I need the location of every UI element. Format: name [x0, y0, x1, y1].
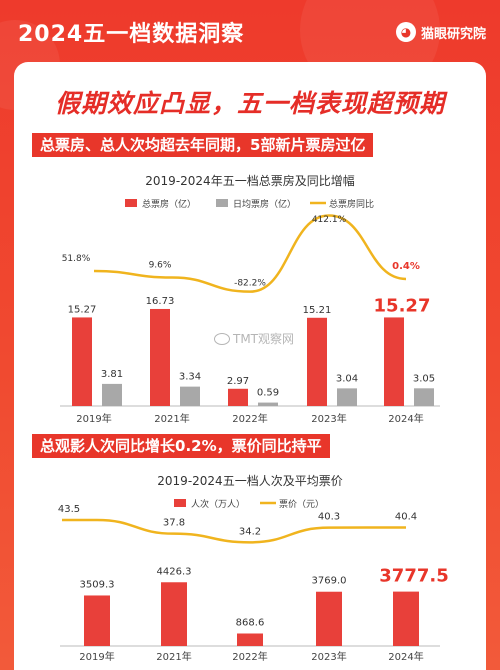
brand: ◕ 猫眼研究院	[395, 22, 486, 42]
section-banner-box-office: 总票房、总人次均超去年同期，5部新片票房过亿	[32, 133, 374, 157]
data-label-yoy: 0.4%	[392, 261, 420, 272]
bar-total-box-office	[228, 388, 248, 406]
bar-total-box-office	[307, 317, 327, 406]
bar-total-box-office	[384, 317, 404, 406]
data-label-attendance: 868.6	[236, 617, 265, 628]
data-label-price: 40.4	[395, 511, 417, 522]
data-label-total: 2.97	[227, 376, 249, 387]
data-label-yoy: -82.2%	[234, 279, 266, 289]
tick-label: 2021年	[156, 650, 191, 663]
tick-label: 2021年	[154, 412, 189, 425]
data-label-total: 16.73	[146, 296, 175, 307]
cat-icon: ◕	[395, 22, 416, 42]
bar-daily-box-office	[414, 388, 434, 406]
data-label-price: 37.8	[163, 518, 185, 529]
data-label-price: 34.2	[239, 526, 261, 537]
data-label-daily: 3.81	[101, 369, 123, 380]
legend-swatch	[125, 199, 137, 207]
legend-label: 日均票房（亿）	[233, 198, 296, 210]
tick-label: 2024年	[388, 650, 423, 663]
bar-daily-box-office	[102, 383, 122, 406]
data-label-price: 40.3	[318, 512, 340, 523]
legend-swatch	[216, 199, 228, 207]
bar-total-box-office	[72, 317, 92, 406]
bar-attendance	[393, 591, 419, 646]
data-label-total: 15.21	[303, 305, 332, 316]
tick-label: 2022年	[232, 650, 267, 663]
data-label-total: 15.27	[68, 304, 97, 315]
header-bar: 2024五一档数据洞察 ◕ 猫眼研究院	[0, 0, 500, 62]
bar-attendance	[161, 582, 187, 646]
watermark-text: TMT观察网	[233, 332, 295, 346]
bar-attendance	[316, 591, 342, 646]
data-label-total: 15.27	[374, 295, 431, 316]
series-line-price	[62, 518, 407, 544]
data-label-daily: 0.59	[257, 388, 279, 399]
attendance-chart: 人次（万人） 票价（元） 3509.3 2019年 4426.3 2021年 868.6 20…	[58, 498, 449, 663]
watermark: TMT观察网	[214, 330, 294, 347]
brand-name: 猫眼研究院	[420, 26, 486, 42]
tick-label: 2019年	[79, 650, 114, 663]
weibo-icon	[214, 332, 230, 345]
tick-label: 2022年	[232, 412, 267, 425]
data-label-yoy: 51.8%	[62, 254, 91, 264]
legend-label: 人次（万人）	[191, 498, 245, 510]
page-title: 2024五一档数据洞察	[18, 22, 245, 47]
data-label-attendance: 3777.5	[379, 566, 448, 587]
bar-daily-box-office	[337, 388, 357, 406]
box-office-chart: 总票房（亿） 日均票房（亿） 总票房同比 15.27 3.81 2019年 16.73 3.3…	[60, 198, 440, 425]
section-banner-attendance: 总观影人次同比增长0.2%，票价同比持平	[32, 434, 330, 458]
chart-title-box-office: 2019-2024年五一档总票房及同比增幅	[145, 174, 355, 188]
bar-attendance	[237, 633, 263, 646]
data-label-yoy: 9.6%	[149, 261, 172, 271]
tick-label: 2024年	[388, 412, 423, 425]
content-card	[14, 62, 486, 670]
legend-label: 票价（元）	[279, 499, 324, 510]
data-label-attendance: 4426.3	[157, 566, 192, 577]
data-label-price: 43.5	[58, 504, 80, 515]
legend-swatch	[174, 499, 186, 507]
tick-label: 2023年	[311, 412, 346, 425]
chart-title-attendance: 2019-2024五一档人次及平均票价	[157, 474, 343, 488]
bar-daily-box-office	[258, 402, 278, 406]
series-line-yoy	[93, 214, 407, 293]
data-label-attendance: 3769.0	[312, 576, 347, 587]
data-label-yoy: 412.1%	[312, 215, 347, 225]
legend-label: 总票房同比	[329, 198, 374, 210]
tick-label: 2019年	[76, 412, 111, 425]
bar-total-box-office	[150, 308, 170, 406]
bar-daily-box-office	[180, 386, 200, 406]
legend-label: 总票房（亿）	[142, 198, 196, 210]
data-label-attendance: 3509.3	[80, 579, 115, 590]
bar-attendance	[84, 595, 110, 646]
data-label-daily: 3.34	[179, 372, 201, 383]
data-label-daily: 3.05	[413, 373, 435, 384]
headline: 假期效应凸显，五一档表现超预期	[54, 89, 445, 118]
data-label-daily: 3.04	[336, 373, 358, 384]
tick-label: 2023年	[311, 650, 346, 663]
